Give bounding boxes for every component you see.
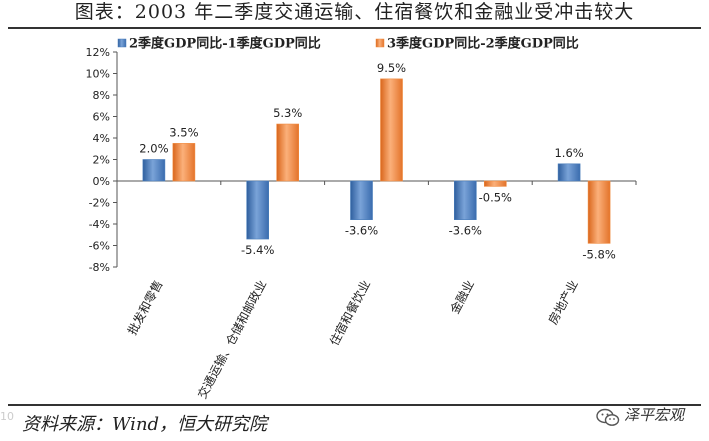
- y-tick-label: 12%: [86, 46, 110, 59]
- y-tick-label: -8%: [89, 261, 110, 274]
- y-tick-label: 4%: [93, 132, 110, 145]
- chart-title: 图表：2003 年二季度交通运输、住宿餐饮和金融业受冲击较大: [74, 1, 635, 23]
- bar-2-2: [276, 123, 300, 182]
- category-label: 住宿和餐饮业: [326, 277, 373, 348]
- bar-1-2: [246, 180, 269, 240]
- bars: 2.0%3.5% -5.4% 5.3% -3.6% 9.5% -3.6% -0.5% 1.6%…: [139, 61, 616, 261]
- category-label: 房地产业: [545, 277, 581, 326]
- data-label: -0.5%: [479, 190, 512, 204]
- data-label: 3.5%: [169, 125, 198, 139]
- wechat-icon: [596, 408, 620, 426]
- y-tick-label: 10%: [86, 68, 110, 81]
- y-tick-label: 6%: [93, 111, 110, 124]
- y-tick-label: -2%: [89, 197, 110, 210]
- y-tick-label: -4%: [89, 218, 110, 231]
- legend-swatch: [375, 38, 385, 48]
- data-label: 5.3%: [273, 106, 302, 120]
- category-label: 批发和零售: [124, 277, 165, 337]
- data-label: -5.8%: [582, 247, 615, 261]
- legend-swatch: [117, 38, 127, 48]
- bar-1-4: [453, 180, 477, 221]
- y-tick-label: 0%: [93, 175, 110, 188]
- bar-2-4: [483, 180, 507, 187]
- category-label: 金融业: [447, 277, 477, 316]
- bar-1-3: [350, 180, 373, 221]
- legend-label: 3季度GDP同比-2季度GDP同比: [387, 36, 579, 52]
- side-mark: 10: [0, 410, 14, 423]
- data-label: -5.4%: [241, 243, 274, 257]
- legend: 2季度GDP同比-1季度GDP同比 3季度GDP同比-2季度GDP同比: [117, 36, 579, 52]
- bar-2-3: [380, 78, 403, 182]
- legend-label: 2季度GDP同比-1季度GDP同比: [129, 36, 321, 52]
- y-tick-label: -6%: [89, 240, 110, 253]
- category-label: 交通运输、仓储和邮政业: [194, 277, 269, 400]
- y-tick-label: 8%: [93, 89, 110, 102]
- bar-2-5: [587, 180, 611, 244]
- bar-2-1: [172, 143, 196, 182]
- data-label: 9.5%: [377, 61, 406, 75]
- data-label: 1.6%: [554, 146, 583, 160]
- source-note: 资料来源：Wind，恒大研究院: [22, 414, 268, 435]
- x-axis-categories: 批发和零售 交通运输、仓储和邮政业 住宿和餐饮业 金融业 房地产业: [124, 277, 581, 400]
- y-tick-label: 2%: [93, 154, 110, 167]
- bar-1-5: [557, 163, 581, 182]
- data-label: 2.0%: [139, 142, 168, 156]
- data-label: -3.6%: [449, 224, 482, 238]
- y-axis: 12% 10% 8% 6% 4% 2% 0% -2% -4% -6% -8%: [86, 46, 637, 274]
- bar-chart: 2季度GDP同比-1季度GDP同比 3季度GDP同比-2季度GDP同比 12% 10…: [86, 36, 637, 400]
- top-rule: [8, 27, 701, 29]
- watermark: 泽平宏观: [624, 406, 685, 424]
- bottom-rule: [8, 404, 701, 406]
- data-label: -3.6%: [345, 224, 378, 238]
- bar-1-1: [142, 159, 166, 182]
